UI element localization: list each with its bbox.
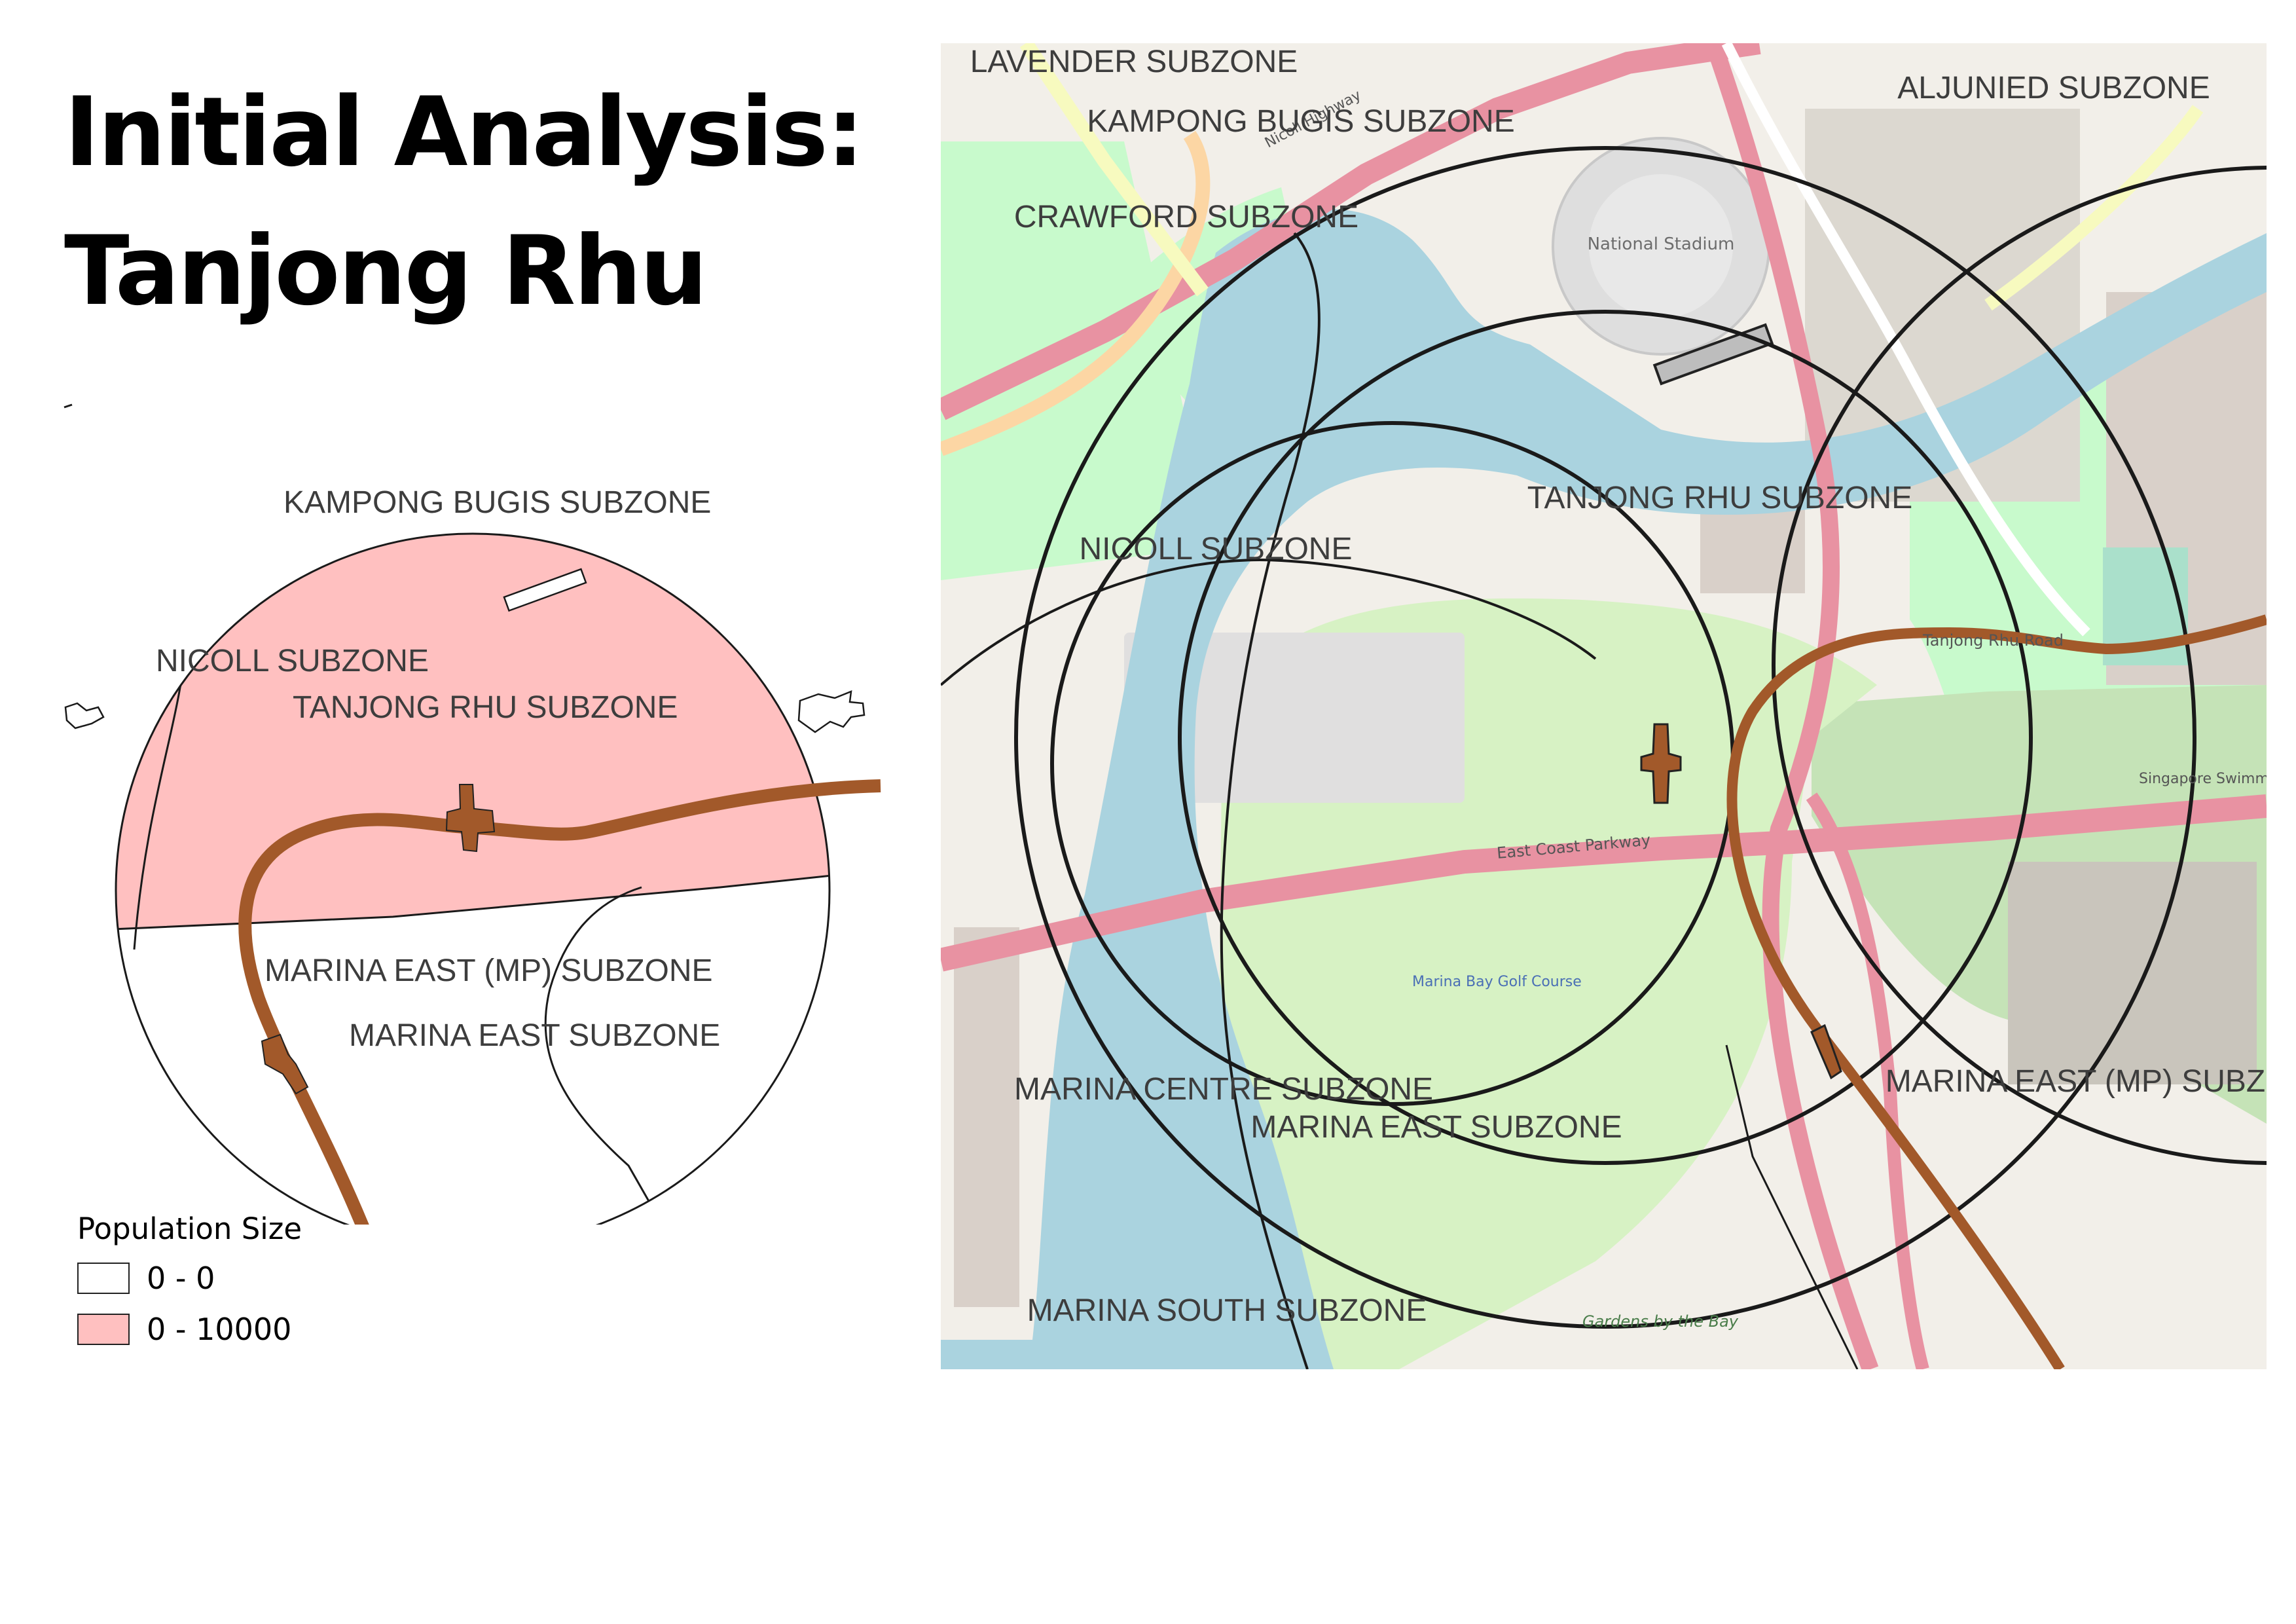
zone-label: MARINA EAST SUBZONE	[1250, 1110, 1622, 1145]
zone-label: NICOLL SUBZONE	[156, 644, 429, 678]
republic-avenue	[941, 130, 1211, 456]
basemap: National Stadium Tanjong Rhu Road East C…	[941, 43, 2267, 1369]
station-marker	[261, 1033, 309, 1095]
map-label: Singapore Swimming Club	[2139, 771, 2267, 787]
stadium-walkway-shape	[503, 568, 587, 612]
stadium-pitch	[1589, 174, 1733, 318]
outlying-building-shape	[797, 690, 866, 733]
kallang-paya-lebar-expressway	[1705, 43, 1879, 1369]
buffer-circle	[1014, 146, 2196, 1329]
legend-label: 0 - 0	[147, 1261, 215, 1296]
east-coast-parkway	[941, 794, 2267, 972]
zone-label: CRAWFORD SUBZONE	[1014, 200, 1358, 234]
zone-label: KAMPONG BUGIS SUBZONE	[283, 485, 711, 520]
zone-label: NICOLL SUBZONE	[1080, 532, 1353, 566]
legend-label: 0 - 10000	[147, 1312, 292, 1347]
legend: Population Size 0 - 0 0 - 10000	[77, 1211, 302, 1360]
marina-coastal-expressway	[1806, 792, 1929, 1369]
stadium-walkway	[1652, 323, 1774, 386]
residential-block	[1124, 633, 1465, 803]
map-label: Marina Bay Golf Course	[1412, 974, 1582, 990]
arterial-road	[1984, 105, 2204, 311]
page-title: Initial Analysis: Tanjong Rhu	[64, 63, 864, 341]
built-area	[954, 927, 1019, 1307]
zone-label: MARINA EAST (MP) SUBZONE	[1886, 1064, 2267, 1099]
buffer-circle	[1178, 310, 2033, 1165]
zone-label: LAVENDER SUBZONE	[970, 45, 1298, 79]
station-marker	[1640, 723, 1682, 804]
legend-item: 0 - 10000	[77, 1309, 302, 1350]
arterial-road	[1019, 43, 1209, 297]
outlying-building-shape	[64, 702, 105, 729]
population-map: KAMPONG BUGIS SUBZONE NICOLL SUBZONE TAN…	[64, 403, 881, 1225]
map-label: Tanjong Rhu Road	[1922, 631, 2064, 650]
legend-swatch	[77, 1314, 130, 1345]
nicoll-highway	[941, 43, 1761, 420]
map-label: Gardens by the Bay	[1582, 1312, 1739, 1331]
zone-label: MARINA SOUTH SUBZONE	[1027, 1293, 1427, 1328]
buffer-circle	[1772, 166, 2267, 1165]
rail-line	[1726, 614, 2267, 1369]
zone-label: MARINA CENTRE SUBZONE	[1014, 1072, 1433, 1107]
buffer-circle-outline	[115, 532, 831, 1225]
zone-boundary	[1725, 1044, 1859, 1369]
zone-boundary	[1220, 232, 1321, 1369]
zone-label: KAMPONG BUGIS SUBZONE	[1087, 104, 1514, 139]
station-marker	[445, 784, 496, 853]
station-marker	[1810, 1024, 1842, 1080]
zone-label: TANJONG RHU SUBZONE	[1527, 481, 1912, 515]
zone-boundary	[544, 886, 656, 1212]
local-road	[1721, 43, 2090, 637]
zone-label: ALJUNIED SUBZONE	[1897, 71, 2210, 105]
zone-label: MARINA EAST SUBZONE	[349, 1018, 720, 1053]
legend-swatch	[77, 1263, 130, 1294]
map-fragment	[64, 403, 73, 409]
water-body	[941, 209, 2267, 1369]
zone-label: TANJONG RHU SUBZONE	[293, 690, 678, 725]
zone-boundary	[941, 559, 1597, 686]
page-title-line-2: Tanjong Rhu	[64, 215, 708, 327]
legend-item: 0 - 0	[77, 1258, 302, 1299]
built-area	[2008, 862, 2257, 1084]
map-label: National Stadium	[1588, 234, 1735, 254]
page-title-line-1: Initial Analysis:	[64, 77, 864, 188]
water-body	[941, 1340, 1032, 1369]
zone-label: MARINA EAST (MP) SUBZONE	[264, 953, 713, 988]
legend-title: Population Size	[77, 1211, 302, 1246]
